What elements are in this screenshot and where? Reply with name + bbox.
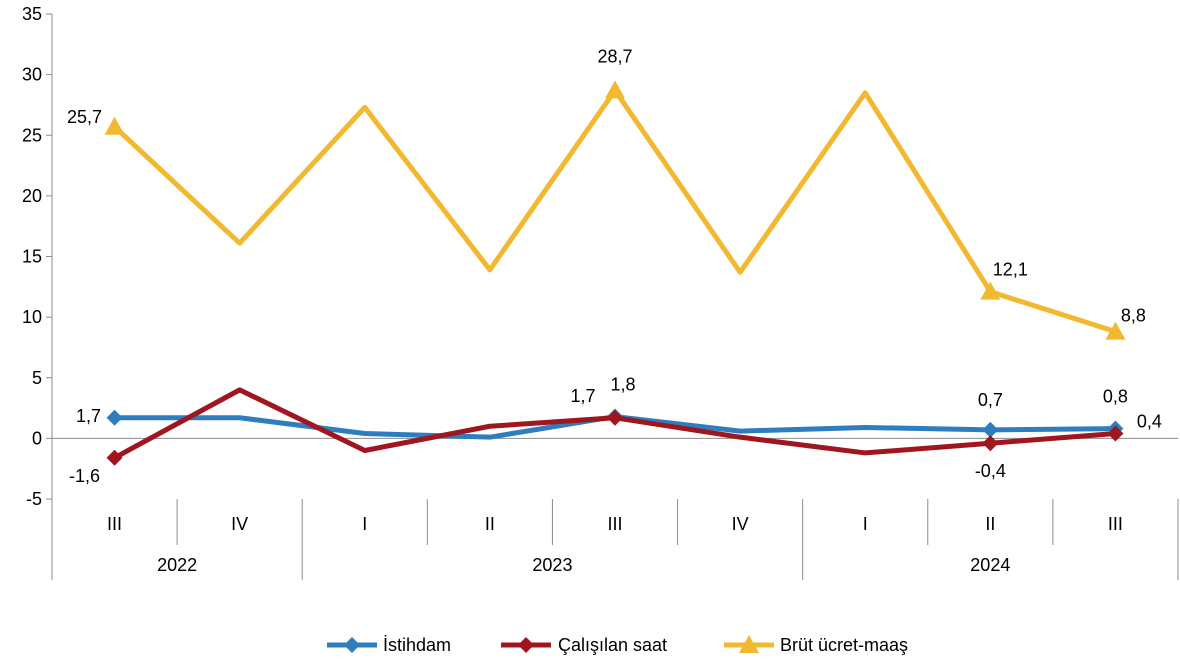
legend-marker xyxy=(739,635,759,653)
data-label: 0,8 xyxy=(1103,387,1128,407)
data-label: 28,7 xyxy=(597,46,632,66)
y-tick-label: 20 xyxy=(22,186,42,206)
data-label: 1,7 xyxy=(570,386,595,406)
y-tick-label: 5 xyxy=(32,368,42,388)
x-tick-label: I xyxy=(362,514,367,534)
series-2 xyxy=(104,80,1126,340)
legend-item: İstihdam xyxy=(327,635,451,655)
data-point xyxy=(106,409,123,426)
data-label: -1,6 xyxy=(69,466,100,486)
legend-item: Çalışılan saat xyxy=(501,635,667,655)
x-tick-label: III xyxy=(107,514,122,534)
data-point xyxy=(1105,321,1126,340)
data-label: 0,4 xyxy=(1137,412,1162,432)
x-tick-label: I xyxy=(863,514,868,534)
data-point xyxy=(605,80,625,99)
legend-label: Brüt ücret-maaş xyxy=(780,635,908,655)
legend-label: Çalışılan saat xyxy=(558,635,667,655)
x-tick-label: IV xyxy=(732,514,749,534)
x-tick-label: III xyxy=(1108,514,1123,534)
legend-item: Brüt ücret-maaş xyxy=(724,635,908,655)
y-tick-label: 0 xyxy=(32,428,42,448)
y-tick-label: 15 xyxy=(22,247,42,267)
data-label: 12,1 xyxy=(993,260,1028,280)
y-tick-label: 25 xyxy=(22,125,42,145)
x-tick-label: III xyxy=(607,514,622,534)
y-tick-label: -5 xyxy=(26,489,42,509)
data-point xyxy=(980,281,1001,300)
series-line xyxy=(112,87,1118,335)
data-label: 8,8 xyxy=(1121,306,1146,326)
data-label: 25,7 xyxy=(67,107,102,127)
legend: İstihdam Çalışılan saat Brüt ücret-maaş xyxy=(327,635,908,655)
year-label: 2024 xyxy=(970,555,1010,575)
year-label: 2022 xyxy=(157,555,197,575)
y-tick-label: 35 xyxy=(22,4,42,24)
x-tick-label: II xyxy=(485,514,495,534)
y-tick-label: 30 xyxy=(22,65,42,85)
data-label: 1,7 xyxy=(76,406,101,426)
series-1 xyxy=(106,387,1124,466)
data-point xyxy=(982,435,999,452)
x-tick-label: IV xyxy=(231,514,248,534)
data-label: 0,7 xyxy=(978,390,1003,410)
y-tick-label: 10 xyxy=(22,307,42,327)
legend-label: İstihdam xyxy=(383,635,451,655)
x-tick-label: II xyxy=(985,514,995,534)
data-point xyxy=(1107,425,1124,442)
data-label: 1,8 xyxy=(610,375,635,395)
data-labels: 1,7 1,8 0,7 0,8 -1,6 1,7 -0,4 0,4 25,7 28,7 12,1 8,… xyxy=(67,46,1162,485)
data-point xyxy=(106,449,123,466)
data-point xyxy=(607,409,623,426)
series-layer xyxy=(104,80,1126,466)
data-point xyxy=(982,421,999,438)
data-label: -0,4 xyxy=(975,461,1006,481)
year-label: 2023 xyxy=(532,555,572,575)
legend-marker xyxy=(518,637,534,653)
data-point xyxy=(104,116,125,135)
legend-marker xyxy=(344,637,360,653)
